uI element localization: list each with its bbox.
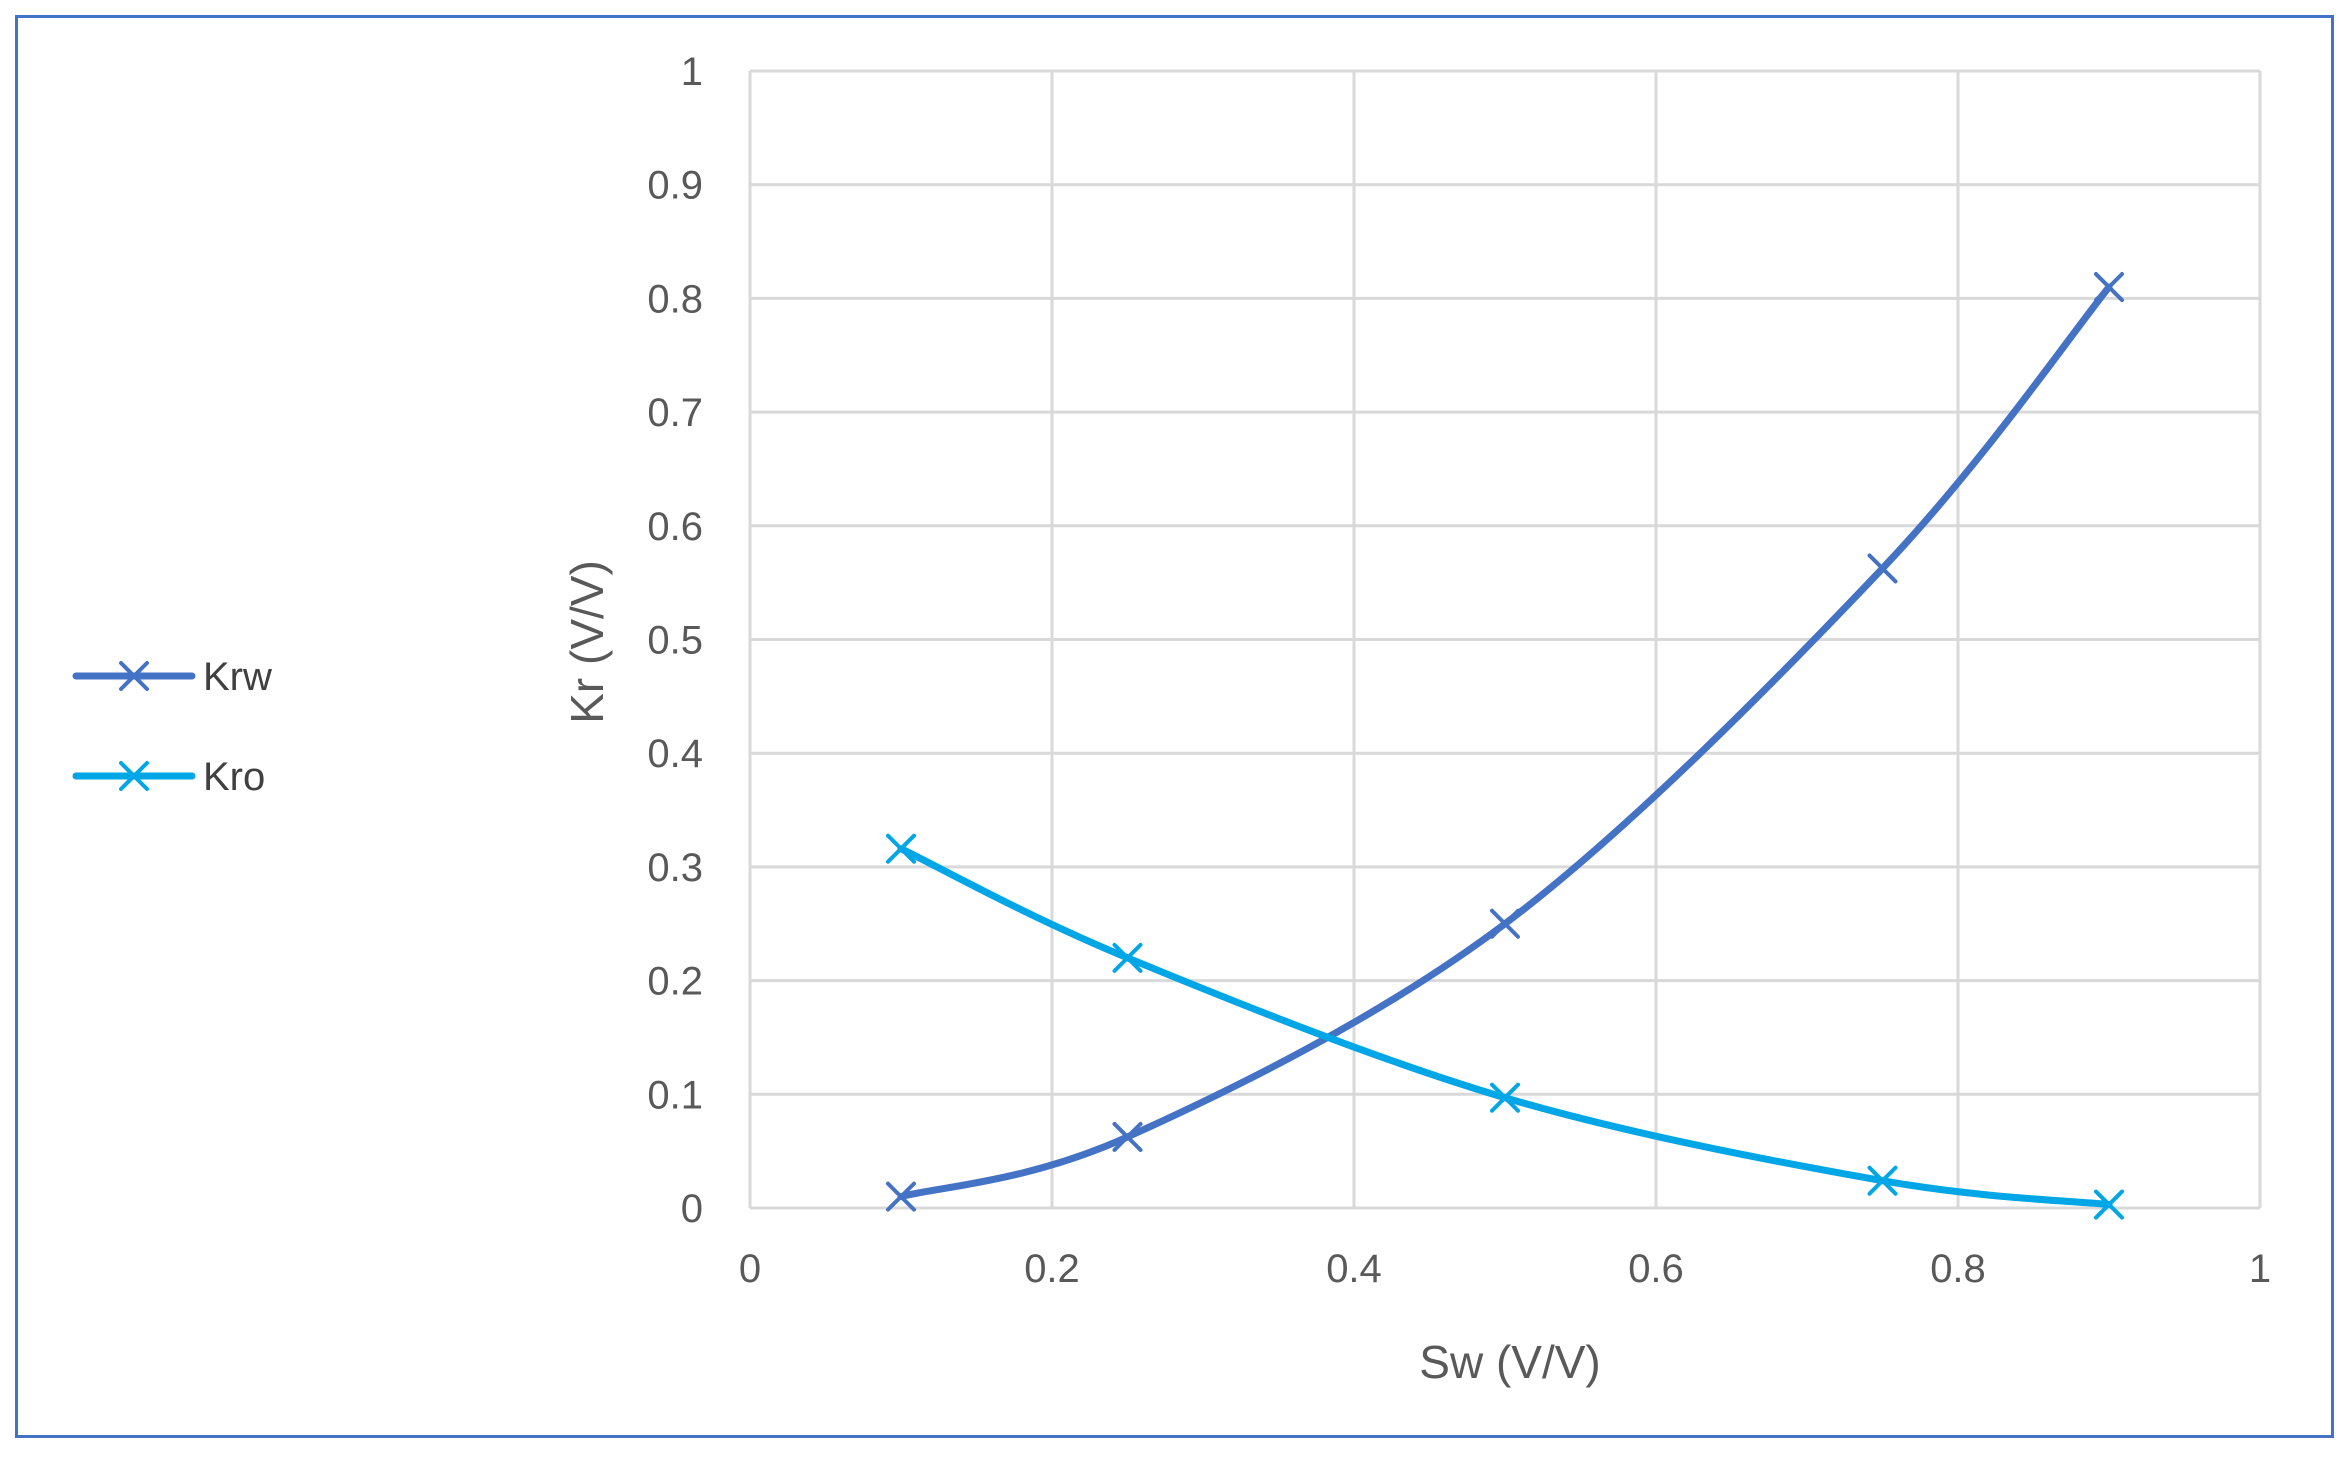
x-tick-label: 0.2 [1024, 1247, 1080, 1291]
legend: Krw Kro [72, 655, 272, 799]
data-point-kro [2094, 1189, 2124, 1220]
legend-label: Krw [203, 655, 272, 699]
x-tick-label: 1 [2249, 1247, 2271, 1291]
data-point-kro [1867, 1165, 1898, 1196]
x-tick-label: 0.4 [1326, 1247, 1382, 1291]
x-tick-label: 0 [739, 1247, 761, 1291]
y-tick-label: 0.7 [647, 391, 703, 435]
y-tick-label: 0.9 [647, 164, 703, 208]
y-tick-label: 1 [681, 50, 703, 94]
y-tick-label: 0.6 [647, 505, 703, 549]
data-point-kro [1490, 1082, 1520, 1113]
y-tick-label: 0.3 [647, 846, 703, 890]
data-point-krw [1867, 553, 1898, 584]
series-line-krw [897, 283, 2113, 1201]
data-point-kro [1112, 942, 1143, 973]
data-point-krw [2094, 272, 2124, 303]
y-tick-label: 0.5 [647, 619, 703, 663]
data-point-kro [886, 833, 916, 864]
legend-marker [119, 661, 149, 691]
x-tick-label: 0.6 [1628, 1247, 1684, 1291]
y-tick-label: 0.2 [647, 960, 703, 1004]
y-tick-label: 0.1 [647, 1073, 703, 1117]
series-line-kro [897, 845, 2113, 1209]
x-tick-label: 0.8 [1930, 1247, 1986, 1291]
legend-item-krw: Krw [72, 655, 272, 699]
x-axis-title: Sw (V/V) [1419, 1336, 1600, 1388]
gridlines [748, 69, 2262, 1210]
chart-frame [15, 15, 2334, 1438]
y-tick-label: 0.8 [647, 277, 703, 321]
legend-marker [119, 761, 149, 791]
series-layer [886, 272, 2124, 1220]
legend-label: Kro [203, 755, 265, 799]
tick-labels: 0 0.1 0.2 0.3 0.4 0.5 0.6 0.7 0.8 0.9 1 0 0.2 0.4 0.6 0… [647, 50, 2271, 1291]
data-point-krw [1112, 1121, 1143, 1152]
y-tick-label: 0.4 [647, 732, 703, 776]
data-point-krw [1490, 908, 1520, 939]
data-point-krw [886, 1181, 916, 1212]
legend-item-kro: Kro [72, 755, 265, 799]
y-tick-label: 0 [681, 1187, 703, 1231]
y-axis-title: Kr (V/V) [561, 560, 613, 724]
